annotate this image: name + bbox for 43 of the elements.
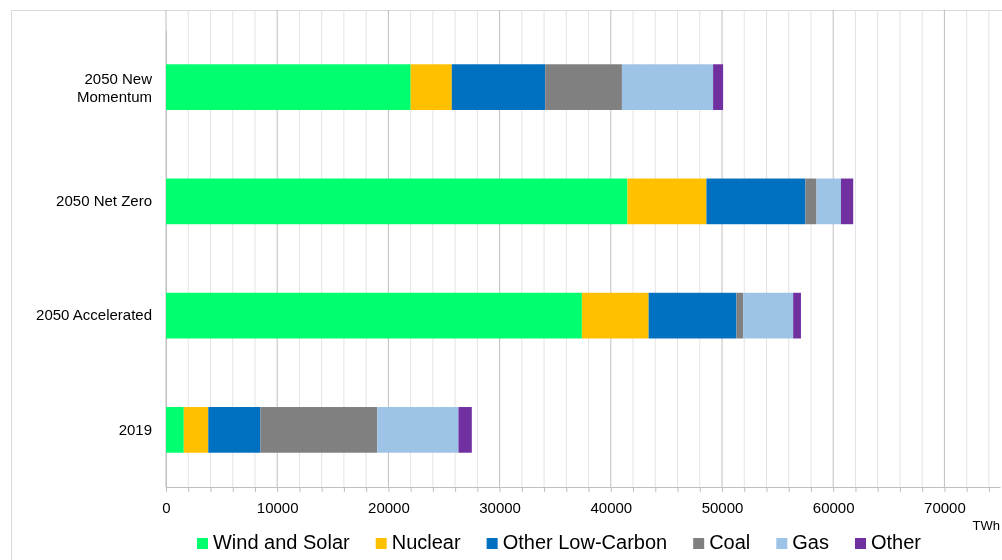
x-axis-title: TWh (972, 518, 1000, 533)
legend-label: Nuclear (391, 531, 461, 553)
bar (166, 178, 628, 225)
bar (840, 178, 854, 225)
bar (260, 407, 378, 453)
bar (713, 64, 724, 110)
bar (410, 64, 452, 110)
legend-label: Gas (792, 531, 829, 553)
x-tick-label: 30000 (479, 499, 521, 516)
bar (581, 292, 649, 339)
y-tick-label: 2019 (118, 420, 152, 438)
bar (743, 292, 794, 339)
bar (793, 292, 801, 339)
bar (736, 292, 744, 339)
x-tick-label: 0 (162, 499, 171, 516)
legend-label: Wind and Solar (212, 531, 351, 553)
bar (166, 407, 184, 453)
y-tick-label: 2050 Net Zero (56, 192, 152, 210)
bar (451, 64, 546, 110)
x-tick-label: 20000 (368, 499, 410, 516)
x-tick-label: 50000 (701, 499, 744, 516)
y-tick-label: 2050 New Momentum (76, 70, 153, 106)
bar (208, 407, 261, 453)
legend-label: Other (871, 531, 922, 553)
bar (805, 178, 817, 225)
x-tick-label: 70000 (924, 499, 966, 516)
bar (627, 178, 707, 225)
legend-label: Coal (709, 531, 751, 553)
x-tick-label: 40000 (590, 499, 633, 516)
x-tick-label: 60000 (812, 499, 855, 516)
bar (706, 178, 806, 225)
bar (166, 292, 582, 339)
bar (621, 64, 714, 110)
x-tick-label: 10000 (256, 499, 299, 516)
bar (183, 407, 209, 453)
bar (458, 407, 472, 453)
bar (377, 407, 459, 453)
bar (816, 178, 841, 225)
legend-label: Other Low-Carbon (502, 531, 668, 553)
y-tick-label: 2050 Accelerated (36, 306, 152, 324)
bar (648, 292, 737, 339)
bar (545, 64, 622, 110)
bar (166, 64, 411, 110)
